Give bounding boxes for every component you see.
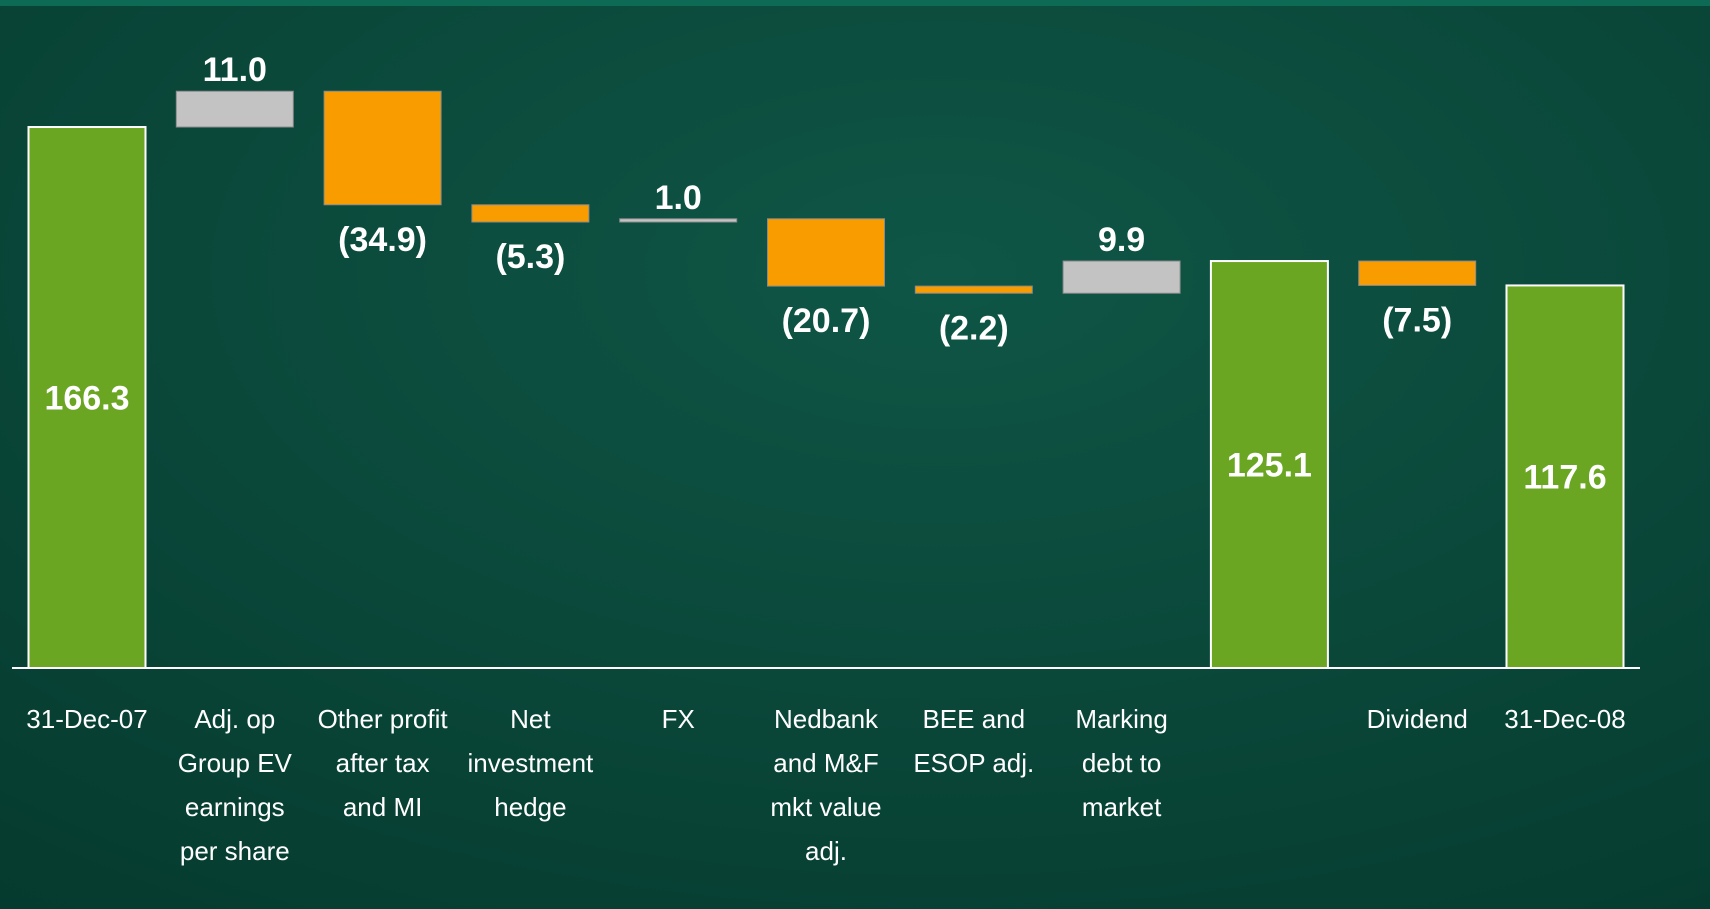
value-label: 11.0	[203, 51, 267, 89]
x-tick-label: Dividend	[1367, 704, 1468, 734]
x-tick-label: 31-Dec-08	[1504, 704, 1625, 734]
x-tick-label: FX	[662, 704, 695, 734]
bar	[1209, 260, 1329, 669]
x-tick-label: 31-Dec-07	[26, 704, 147, 734]
x-tick-label: Adj. op Group EV earnings per share	[178, 704, 293, 866]
value-label: (7.5)	[1382, 301, 1452, 339]
x-tick-label: Net investment hedge	[468, 704, 594, 822]
x-tick-label: Other profit after tax and MI	[318, 704, 449, 822]
bar	[27, 126, 147, 669]
bar	[471, 204, 590, 223]
bar	[619, 218, 738, 223]
bar	[323, 90, 442, 206]
value-label: 166.3	[44, 380, 129, 418]
x-tick-label: Nedbank and M&F mkt value adj.	[770, 704, 881, 866]
bar	[175, 90, 294, 128]
bar	[1505, 284, 1625, 669]
bar	[1358, 260, 1477, 286]
value-label: (20.7)	[782, 302, 871, 340]
value-label: (34.9)	[338, 221, 427, 259]
value-label: 117.6	[1523, 459, 1606, 497]
bar	[1062, 260, 1181, 294]
top-strip	[0, 0, 1710, 6]
bar	[914, 285, 1033, 294]
value-label: 1.0	[655, 179, 702, 217]
bar	[767, 218, 885, 287]
value-label: (2.2)	[939, 309, 1009, 347]
value-label: (5.3)	[495, 238, 565, 276]
value-label: 125.1	[1227, 447, 1312, 485]
x-tick-label: Marking debt to market	[1075, 704, 1167, 822]
value-label: 9.9	[1098, 221, 1145, 259]
x-tick-label: BEE and ESOP adj.	[913, 704, 1034, 778]
